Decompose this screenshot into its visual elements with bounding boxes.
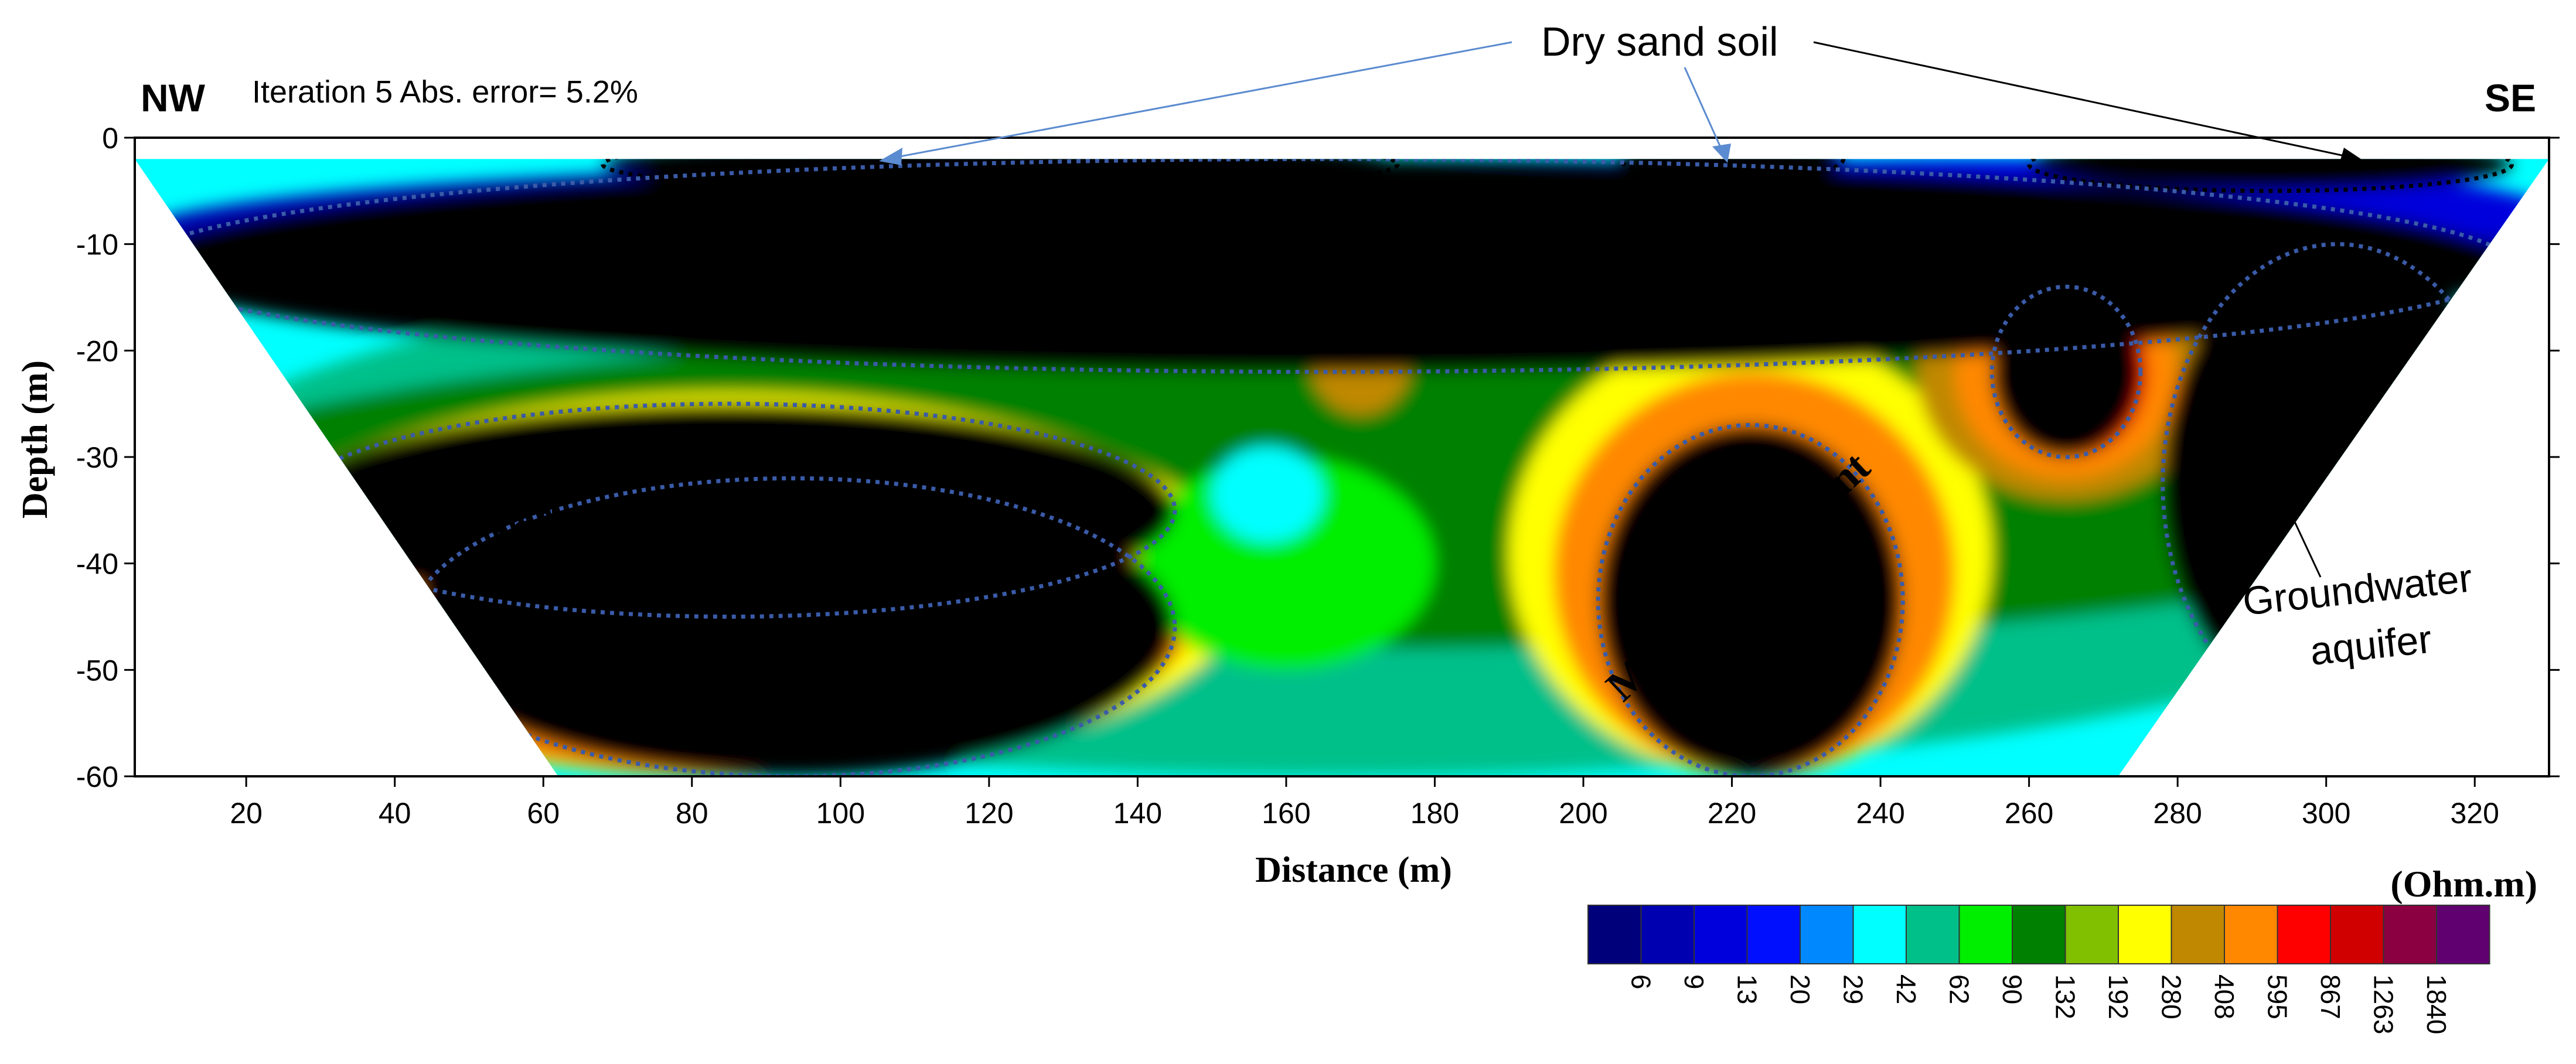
annotation-arrow-line: [2278, 489, 2322, 578]
colorbar-swatch: [1640, 905, 1695, 964]
y-axis-ticks: 0 -10 -20 -30 -40 -50 -60: [76, 122, 2560, 793]
y-tick-label: -40: [76, 548, 118, 581]
colorbar-label: 29: [1838, 974, 1869, 1004]
colorbar-label: 90: [1997, 974, 2028, 1004]
colorbar-label: 595: [2262, 974, 2293, 1019]
colorbar-swatch: [2277, 905, 2331, 964]
resistivity-region: [1212, 446, 1324, 543]
colorbar-label: 20: [1785, 974, 1815, 1004]
annotation-arrow-head: [2339, 148, 2362, 164]
annotation-groundwater-aquifer-right: aquifer: [2308, 617, 2434, 674]
colorbar-swatch: [1906, 905, 1960, 964]
x-tick-label: 40: [379, 797, 411, 830]
colorbar-label: 9: [1679, 974, 1709, 990]
colorbar-swatch: [1958, 905, 2013, 964]
x-tick-label: 120: [965, 797, 1013, 830]
chart-title: Iteration 5 Abs. error= 5.2%: [252, 74, 638, 110]
annotation-arrow-line: [1684, 67, 1724, 153]
annotation-arrow-head: [879, 148, 902, 165]
y-tick-label: -50: [76, 654, 118, 687]
y-tick-label: -20: [76, 335, 118, 367]
y-tick-label: -10: [76, 229, 118, 261]
region-boundary: [2027, 159, 2514, 193]
y-tick-label: -60: [76, 761, 118, 793]
colorbar-swatch: [2383, 905, 2437, 964]
colorbar-label: 192: [2103, 974, 2134, 1019]
colorbar-labels: 6 9 13 20 29 42 62 90 132 192 280 408 595 867 1263 1840: [1626, 974, 2452, 1034]
colorbar-label: 6: [1626, 974, 1657, 990]
x-tick-label: 200: [1559, 797, 1607, 830]
colorbar-swatch: [2330, 905, 2384, 964]
annotation-groundwater-aquifer-right: Groundwater: [2241, 555, 2475, 624]
colorbar-swatch: [1852, 905, 1907, 964]
annotation-arrow-head: [2269, 478, 2287, 501]
x-tick-label: 300: [2302, 797, 2350, 830]
colorbar-label: 1840: [2421, 974, 2452, 1034]
colorbar-swatch: [1800, 905, 1854, 964]
colorbar-swatch: [2012, 905, 2066, 964]
interpreted-region: [410, 478, 1175, 776]
resistivity-section: [135, 159, 2549, 776]
y-tick-label: -30: [76, 441, 118, 474]
x-tick-label: 20: [230, 797, 263, 830]
colorbar-label: 62: [1944, 974, 1975, 1004]
x-tick-label: 80: [676, 797, 708, 830]
x-tick-label: 240: [1856, 797, 1904, 830]
colorbar-swatches: [1587, 905, 2490, 964]
x-axis-title: Distance (m): [1255, 850, 1452, 890]
colorbar-swatch: [2224, 905, 2278, 964]
x-tick-label: 220: [1708, 797, 1756, 830]
colorbar-swatch: [1587, 905, 1642, 964]
annotation-arrow-head: [1712, 144, 1731, 163]
x-tick-label: 160: [1262, 797, 1310, 830]
region-boundary: [1596, 423, 1905, 776]
region-layer: [135, 159, 2549, 776]
colorbar: 6 9 13 20 29 42 62 90 132 192 280 408 595 867 1263 1840…: [1587, 863, 2537, 1034]
annotation-weathered-basement: Basement: [580, 548, 761, 596]
interpreted-region: [135, 159, 2512, 372]
region-boundary: [1618, 159, 1846, 183]
x-tick-label: 280: [2153, 797, 2202, 830]
orientation-left-label: NW: [141, 76, 206, 120]
colorbar-swatch: [1746, 905, 1801, 964]
colorbar-swatch: [2170, 905, 2225, 964]
resistivity-region: [1137, 457, 1435, 670]
colorbar-label: 408: [2209, 974, 2240, 1019]
region-boundary: [281, 401, 1177, 619]
colorbar-label: 13: [1732, 974, 1763, 1004]
colorbar-label: 132: [2050, 974, 2081, 1019]
colorbar-label: 280: [2156, 974, 2187, 1019]
colorbar-swatch: [2064, 905, 2119, 964]
interpreted-region: [2029, 159, 2512, 191]
interpreted-region: [1992, 287, 2141, 457]
y-tick-label: 0: [102, 122, 118, 155]
annotation-arrow-line: [1813, 41, 2350, 158]
x-tick-label: 60: [527, 797, 560, 830]
colorbar-label: 867: [2315, 974, 2346, 1019]
annotation-arrow-line: [890, 41, 1512, 159]
region-boundary: [1989, 284, 2143, 459]
x-axis-ticks: 20 40 60 80 100 120 140 160 180 200 220 240 260 280 30…: [230, 776, 2499, 830]
annotation-dry-sand-soil: Dry sand soil: [1541, 19, 1778, 64]
colorbar-unit: (Ohm.m): [2390, 863, 2537, 905]
colorbar-swatch: [2118, 905, 2172, 964]
x-tick-label: 320: [2451, 797, 2499, 830]
colorbar-swatch: [1694, 905, 1748, 964]
colorbar-label: 1263: [2369, 974, 2399, 1034]
colorbar-swatch: [2436, 905, 2490, 964]
colorbar-label: 42: [1891, 974, 1921, 1004]
orientation-right-label: SE: [2485, 76, 2536, 120]
annotation-massive-basement-left: Massive Basement: [694, 650, 1035, 698]
y-axis-title: Depth (m): [15, 360, 55, 519]
interpreted-region: [1598, 425, 1903, 776]
region-boundary: [601, 159, 1400, 193]
x-tick-label: 260: [2005, 797, 2053, 830]
x-tick-label: 180: [1410, 797, 1459, 830]
x-tick-label: 140: [1113, 797, 1162, 830]
x-tick-label: 100: [816, 797, 865, 830]
